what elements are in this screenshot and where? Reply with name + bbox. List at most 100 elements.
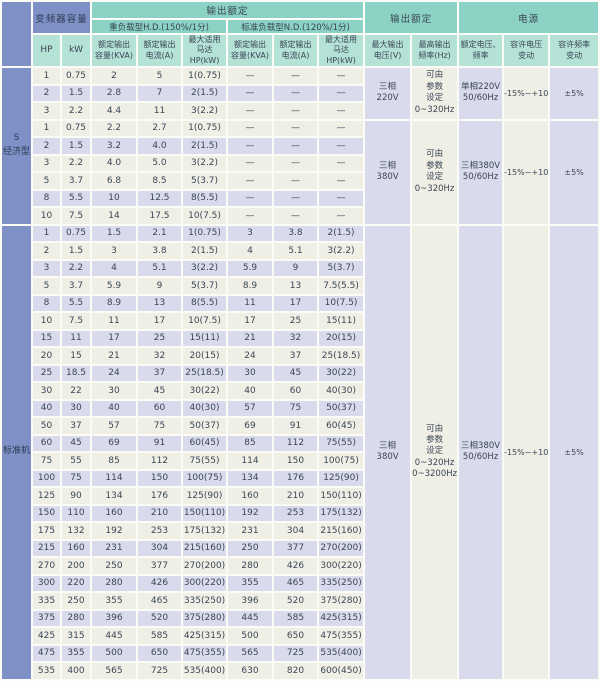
table-row: 8 5.5 8.9 13 8(5.5) 11 17 10(7.5) <box>2 295 598 312</box>
table-cell: 25 <box>33 365 60 382</box>
table-cell: 40 <box>33 400 60 417</box>
table-cell: — <box>274 173 318 189</box>
table-cell: 0.75 <box>62 120 91 137</box>
table-cell: 5.0 <box>138 155 182 172</box>
merged-freq-cell: 可由 参数 设定 0~320Hz 0~3200Hz <box>412 225 458 679</box>
section-label: S 经济型 <box>2 68 31 224</box>
table-cell: 60 <box>274 383 318 399</box>
table-cell: 125(90) <box>183 488 227 504</box>
merged-volt-var-cell: -15%~+10% <box>504 120 549 224</box>
table-cell: 445 <box>228 610 273 627</box>
table-cell: 315 <box>62 628 91 644</box>
table-cell: 75 <box>138 418 182 434</box>
table-cell: 250 <box>92 558 137 574</box>
table-cell: 20(15) <box>183 348 227 364</box>
table-row: 535 400 565 725 535(400) 630 820 600(450) <box>2 663 598 679</box>
table-cell: 100(75) <box>183 470 227 487</box>
table-cell: 176 <box>138 488 182 504</box>
table-cell: 13 <box>138 295 182 312</box>
header-hp: HP <box>33 35 60 67</box>
table-cell: 1.5 <box>62 85 91 102</box>
table-cell: 125 <box>33 488 60 504</box>
table-cell: 57 <box>92 418 137 434</box>
table-cell: 8.9 <box>92 295 137 312</box>
table-cell: 5(3.7) <box>183 278 227 294</box>
table-row: 2 1.5 3.2 4.0 2(1.5) — — — <box>2 138 598 154</box>
merged-volt-var-cell: -15%~+10% <box>504 68 549 119</box>
table-cell: 304 <box>138 540 182 557</box>
table-cell: 7 <box>138 85 182 102</box>
section-economy: S 经济型 1 0.75 2 5 1(0.75) — — — 三相 220V 可由 参数 设定 0~… <box>2 68 599 224</box>
table-cell: 3.7 <box>62 278 91 294</box>
header-voltage-variation: 容许电压 变动 <box>504 35 549 67</box>
table-cell: 60 <box>33 435 60 452</box>
table-cell: 21 <box>92 348 137 364</box>
header-max-frequency: 最高输出 频率(Hz) <box>412 35 458 67</box>
table-cell: 32 <box>274 330 318 347</box>
table-cell: 250 <box>228 540 273 557</box>
table-cell: — <box>319 138 364 154</box>
table-cell: 210 <box>138 505 182 522</box>
table-cell: 280 <box>92 575 137 592</box>
table-cell: 585 <box>138 628 182 644</box>
table-cell: 600(450) <box>319 663 364 679</box>
header-hd-motor: 最大适用 马达HP(kW) <box>183 35 227 67</box>
table-cell: 30 <box>62 400 91 417</box>
table-row: 40 30 40 60 40(30) 57 75 50(37) <box>2 400 598 417</box>
table-cell: 50 <box>33 418 60 434</box>
table-cell: 55 <box>62 453 91 469</box>
table-cell: 125(90) <box>319 470 364 487</box>
table-cell: 250 <box>62 593 91 609</box>
table-row: 215 160 231 304 215(160) 250 377 270(200) <box>2 540 598 557</box>
table-cell: 11 <box>138 103 182 119</box>
header-kw: kW <box>62 35 91 67</box>
table-cell: 500 <box>92 645 137 662</box>
table-cell: 45 <box>274 365 318 382</box>
table-cell: 7.5(5.5) <box>319 278 364 294</box>
table-row: 270 200 250 377 270(200) 280 426 300(220) <box>2 558 598 574</box>
table-cell: 114 <box>228 453 273 469</box>
table-cell: 160 <box>92 505 137 522</box>
table-cell: 3(2.2) <box>319 243 364 259</box>
table-cell: — <box>228 68 273 84</box>
table-cell: 5(3.7) <box>183 173 227 189</box>
table-cell: 60 <box>138 400 182 417</box>
table-cell: 335(250) <box>319 575 364 592</box>
table-cell: 215(160) <box>183 540 227 557</box>
table-cell: 1(0.75) <box>183 225 227 242</box>
header-band-row: 变频器容量 输出额定 输出额定 电源 <box>2 2 599 67</box>
table-cell: 304 <box>274 523 318 539</box>
table-cell: 17 <box>138 313 182 329</box>
merged-voltage-cell: 三相 220V <box>365 68 411 119</box>
table-cell: 355 <box>62 645 91 662</box>
table-row: 425 315 445 585 425(315) 500 650 475(355) <box>2 628 598 644</box>
table-cell: 175(132) <box>183 523 227 539</box>
merged-supply-cell: 单相220V 50/60Hz <box>459 68 503 119</box>
table-row: 125 90 134 176 125(90) 160 210 150(110) <box>2 488 598 504</box>
table-cell: 2.2 <box>62 260 91 277</box>
table-cell: 231 <box>92 540 137 557</box>
table-cell: 475 <box>33 645 60 662</box>
header-nd-motor: 最大适用 马达HP(kW) <box>319 35 364 67</box>
table-cell: 2 <box>33 138 60 154</box>
table-cell: 45 <box>138 383 182 399</box>
table-cell: — <box>228 208 273 224</box>
table-row: 375 280 396 520 375(280) 445 585 425(315) <box>2 610 598 627</box>
table-cell: 40 <box>228 383 273 399</box>
table-cell: — <box>274 138 318 154</box>
table-cell: 2 <box>33 243 60 259</box>
table-cell: 17 <box>228 313 273 329</box>
table-cell: 396 <box>228 593 273 609</box>
table-cell: 11 <box>62 330 91 347</box>
table-cell: 160 <box>228 488 273 504</box>
header-nd-kva: 额定输出 容量(KVA) <box>228 35 273 67</box>
table-cell: 375 <box>33 610 60 627</box>
table-cell: 17.5 <box>138 208 182 224</box>
table-cell: 3.7 <box>62 173 91 189</box>
table-cell: 3.8 <box>274 225 318 242</box>
table-cell: 24 <box>92 365 137 382</box>
table-cell: 21 <box>228 330 273 347</box>
merged-supply-cell: 三相380V 50/60Hz <box>459 120 503 224</box>
table-row: 475 355 500 650 475(355) 565 725 535(400) <box>2 645 598 662</box>
table-cell: 112 <box>138 453 182 469</box>
